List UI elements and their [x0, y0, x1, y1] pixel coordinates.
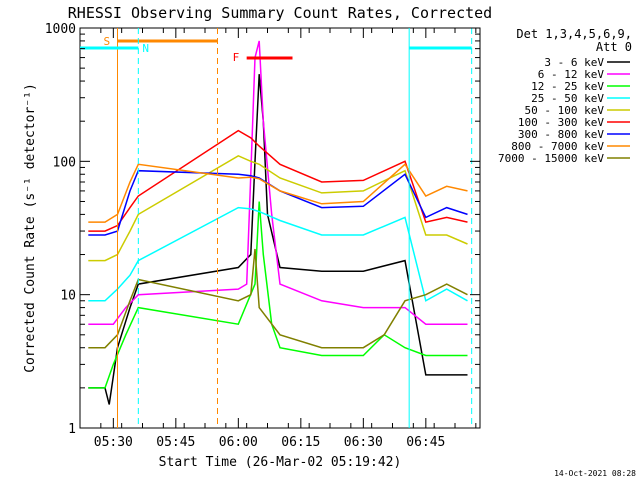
plot-frame — [79, 27, 481, 429]
data-layer: S N F — [80, 28, 473, 428]
plot-area — [79, 27, 481, 429]
detector-info: Det 1,3,4,5,6,9, — [516, 27, 632, 41]
series-line-3 — [88, 206, 468, 302]
series-line-2 — [88, 201, 468, 389]
saa-label: S — [104, 35, 111, 48]
x-tick-label: 06:45 — [406, 435, 445, 450]
x-tick-label: 06:00 — [219, 435, 258, 450]
timestamp: 14-Oct-2021 08:28 — [554, 469, 636, 478]
series-line-6 — [88, 169, 468, 236]
series-line-8 — [88, 248, 468, 349]
series-line-7 — [88, 163, 468, 223]
y-tick-label: 1 — [68, 422, 76, 437]
legend-label: 12 - 25 keV — [531, 80, 604, 93]
x-axis-label: Start Time (26-Mar-02 05:19:42) — [159, 455, 402, 470]
series-line-5 — [88, 129, 468, 232]
legend-label: 25 - 50 keV — [531, 92, 604, 105]
flare-label: F — [233, 51, 240, 64]
y-tick-label: 10 — [60, 289, 76, 304]
legend-label: 6 - 12 keV — [538, 68, 605, 81]
legend-label: 100 - 300 keV — [518, 116, 604, 129]
night-label: N — [142, 42, 149, 55]
x-tick-label: 05:45 — [156, 435, 195, 450]
attenuator-info: Att 0 — [596, 40, 632, 54]
legend-label: 7000 - 15000 keV — [498, 152, 604, 165]
legend-label: 50 - 100 keV — [525, 104, 605, 117]
series-line-1 — [88, 40, 468, 325]
x-tick-label: 05:30 — [94, 435, 133, 450]
y-tick-label: 100 — [53, 155, 76, 170]
x-tick-label: 06:15 — [281, 435, 320, 450]
series-line-4 — [88, 154, 468, 262]
y-axis-label: Corrected Count Rate (s⁻¹ detector⁻¹) — [23, 83, 38, 373]
legend-label: 800 - 7000 keV — [511, 140, 604, 153]
y-tick-label: 1000 — [45, 22, 76, 37]
x-tick-label: 06:30 — [344, 435, 383, 450]
legend-label: 300 - 800 keV — [518, 128, 604, 141]
axes-layer: 1 10 100 1000 05:30 05:45 06:00 06:15 06:30 06:45 — [45, 22, 480, 450]
chart-title: RHESSI Observing Summary Count Rates, Co… — [68, 4, 492, 22]
legend-label: 3 - 6 keV — [544, 56, 604, 69]
